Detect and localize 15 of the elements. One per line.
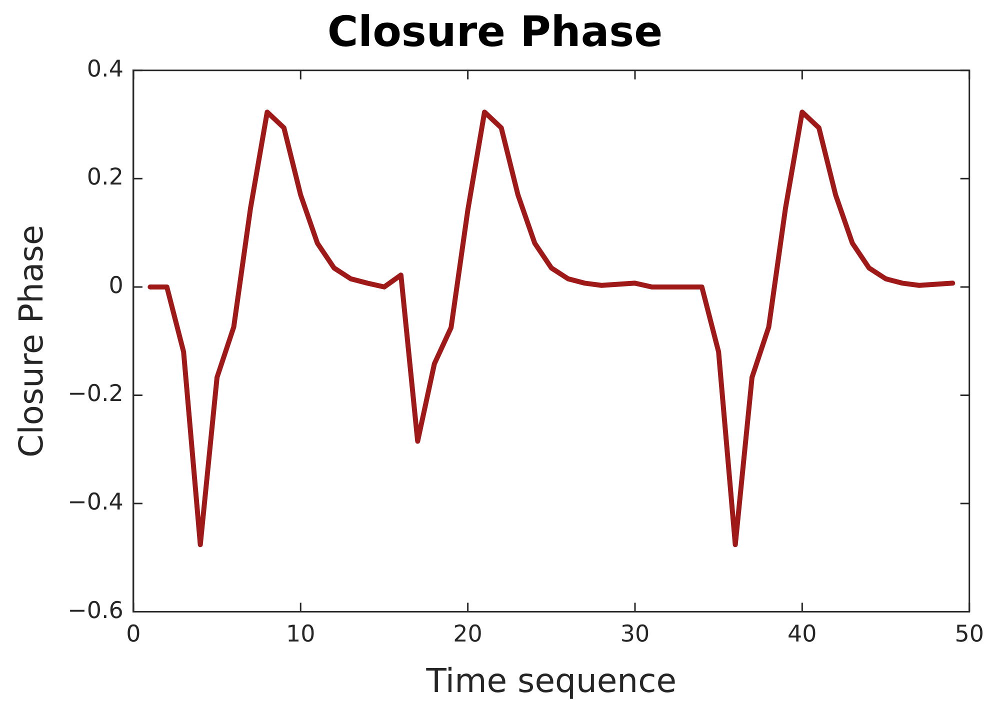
x-tick-label: 40 xyxy=(788,622,817,648)
x-tick-label: 30 xyxy=(620,622,650,648)
y-tick-label: −0.2 xyxy=(68,381,124,408)
y-tick-label: 0.2 xyxy=(86,164,124,191)
y-tick-label: −0.6 xyxy=(68,598,124,624)
x-tick-label: 20 xyxy=(453,622,482,648)
x-tick-label: 10 xyxy=(286,622,316,648)
chart-title: Closure Phase xyxy=(327,7,663,56)
y-tick-label: 0.4 xyxy=(86,56,124,82)
y-axis-title: Closure Phase xyxy=(11,224,50,458)
y-tick-label: −0.4 xyxy=(68,489,124,516)
x-axis-title: Time sequence xyxy=(425,660,677,700)
y-tick-label: 0 xyxy=(108,272,124,299)
x-tick-label: 50 xyxy=(954,622,984,648)
x-tick-label: 0 xyxy=(126,622,141,648)
